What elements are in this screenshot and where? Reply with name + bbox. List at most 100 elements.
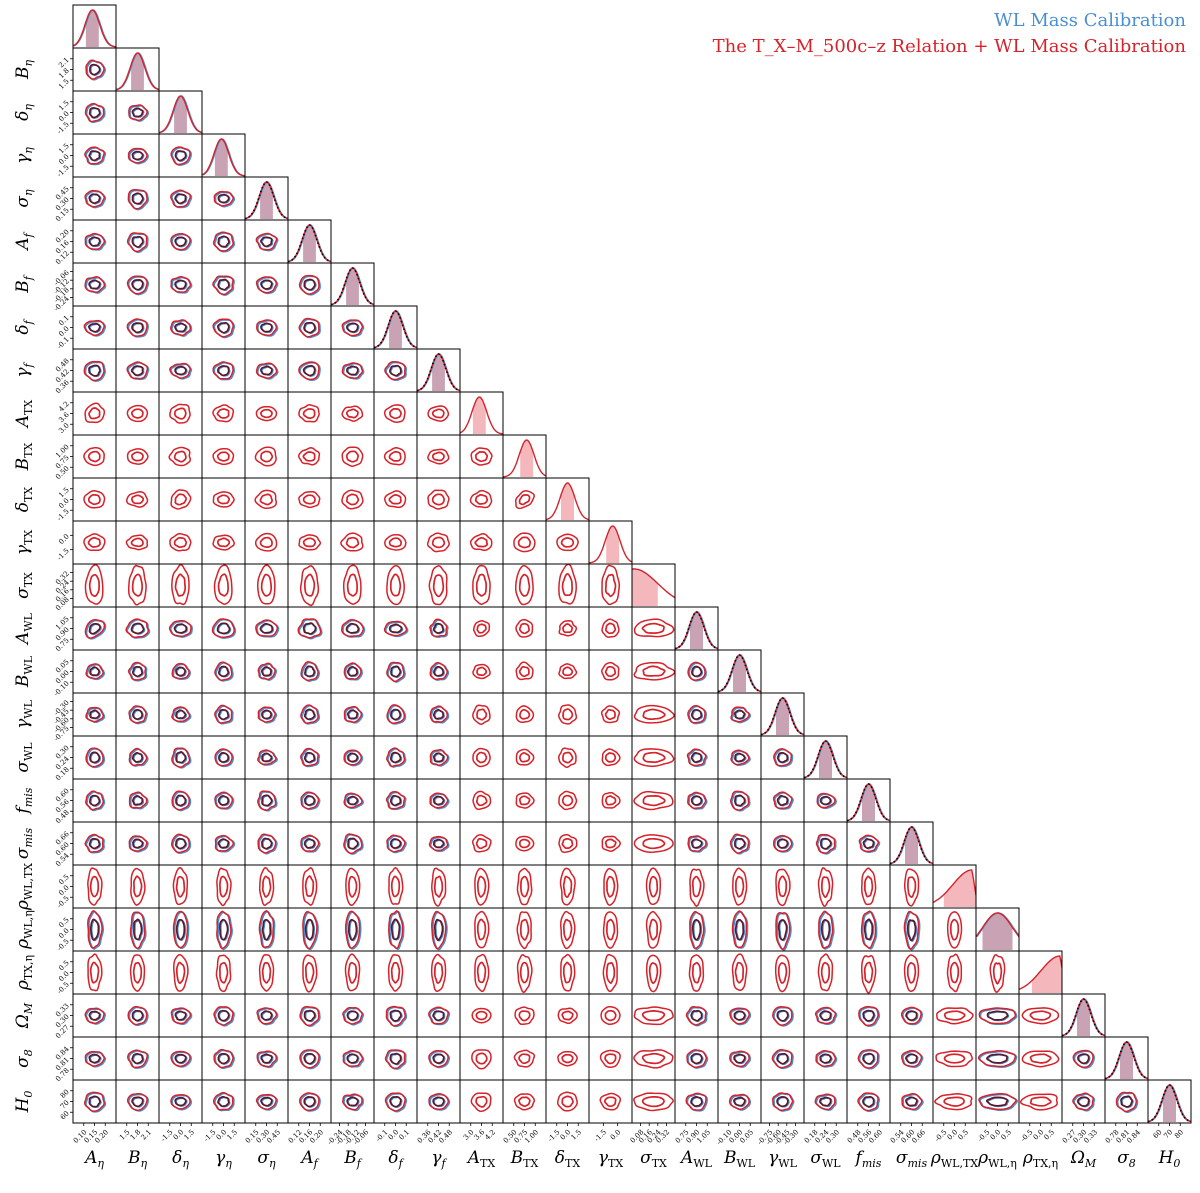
contour-joint-outer-25-15: [728, 1093, 750, 1110]
panel-23-21: [975, 993, 1020, 1038]
contour-joint-inner-21-17: [820, 919, 831, 941]
contour-joint-inner-23-11: [561, 1010, 574, 1021]
yaxis-label-20: ρWL,TX: [13, 863, 35, 911]
panel-24-7: [373, 1036, 418, 1081]
panel-frame-2-0: [72, 90, 117, 135]
contour-joint-outer-24-16: [771, 1049, 793, 1069]
panel-21-13: [631, 907, 676, 952]
marginal-fill-2: [174, 96, 187, 133]
contour-joint-outer-19-3: [214, 834, 235, 852]
contour-joint-inner-3-2: [174, 150, 187, 162]
panel-8-6: [330, 348, 375, 393]
panel-frame-23-16: [760, 993, 805, 1038]
panel-20-14: [674, 864, 719, 909]
contour-joint-outer-17-10: [515, 748, 535, 766]
contour-joint-inner-20-6: [348, 875, 358, 898]
panel-frame-18-16: [760, 778, 805, 823]
panel-20-4: [244, 864, 289, 909]
contour-joint-outer-23-1: [127, 1005, 148, 1026]
panel-frame-16-6: [330, 692, 375, 737]
panel-frame-17-3: [201, 735, 246, 780]
panel-15-8: [416, 649, 461, 694]
panel-22-5: [287, 950, 332, 995]
contour-joint-inner-7-0: [87, 322, 101, 333]
contour-joint-inner-20-10: [520, 875, 530, 898]
contour-joint-outer-11-2: [170, 489, 192, 510]
panel-12-0: [72, 520, 117, 565]
contour-joint-outer-20-2: [172, 867, 189, 906]
panel-frame-17-7: [373, 735, 418, 780]
contour-joint-outer-15-13: [633, 661, 675, 681]
contour-joint-inner-23-17: [819, 1010, 832, 1021]
contour-joint-outer-21-4: [258, 909, 275, 949]
panel-frame-7-3: [201, 305, 246, 350]
panel-frame-19-1: [115, 821, 160, 866]
ytick-label-2-1: 0.0: [57, 110, 71, 124]
xtick-label-12-0: -1.5: [593, 1128, 608, 1143]
panel-frame-15-9: [459, 649, 504, 694]
contour-joint-outer-21-20: [946, 911, 963, 949]
contour-joint-outer-16-11: [558, 704, 578, 725]
contour-joint-inner-23-20: [943, 1010, 966, 1021]
contour-joint-outer-16-0: [85, 706, 105, 723]
panel-23-12: [588, 993, 633, 1038]
panel-frame-24-18: [846, 1036, 891, 1081]
panel-frame-17-8: [416, 735, 461, 780]
contour-joint-inner-15-12: [604, 665, 617, 678]
panel-21-9: [459, 907, 504, 952]
contour-joint-inner-10-9: [474, 451, 489, 463]
panel-25-7: [373, 1079, 418, 1124]
contour-joint-inner-16-5: [303, 708, 316, 721]
panel-18-7: [373, 778, 418, 823]
panel-10-10: [502, 434, 547, 479]
panel-frame-14-4: [244, 606, 289, 651]
contour-joint-inner-17-11: [562, 751, 574, 764]
marginal-prior-24: [1105, 1041, 1148, 1080]
contour-joint-outer-18-14: [687, 791, 707, 810]
contour-joint-outer-17-15: [730, 749, 750, 766]
panel-13-3: [201, 563, 246, 608]
panel-frame-4-2: [158, 176, 203, 221]
xaxis-label-0: Aη: [83, 1148, 104, 1170]
contour-joint-outer-14-1: [125, 618, 150, 638]
panel-14-8: [416, 606, 461, 651]
contour-joint-inner-20-3: [219, 875, 229, 898]
panel-frame-24-20: [932, 1036, 977, 1081]
contour-joint-outer-8-0: [83, 360, 105, 382]
panel-frame-25-14: [674, 1079, 719, 1124]
panel-24-24: [1104, 1036, 1149, 1081]
ytick-label-1-1: 1.8: [57, 67, 71, 81]
panel-frame-25-15: [717, 1079, 762, 1124]
contour-joint-inner-5-3: [217, 235, 230, 248]
contour-joint-inner-25-10: [518, 1096, 531, 1107]
contour-joint-outer-18-5: [300, 791, 320, 810]
panel-21-20: [932, 907, 977, 952]
contour-joint-inner-24-10: [518, 1053, 531, 1065]
contour-joint-inner-22-7: [390, 961, 401, 984]
xtick-label-22-2: 0.5: [1043, 1128, 1057, 1142]
contour-joint-inner-17-5: [303, 751, 316, 764]
contour-joint-inner-24-3: [217, 1053, 230, 1065]
contour-joint-inner-25-8: [432, 1096, 445, 1107]
panel-frame-25-8: [416, 1079, 461, 1124]
panel-12-10: [502, 520, 547, 565]
contour-joint-outer-11-5: [298, 491, 321, 509]
panel-frame-12-7: [373, 520, 418, 565]
contour-joint-outer-25-19: [901, 1092, 923, 1111]
panel-frame-23-22: [1018, 993, 1063, 1038]
contour-joint-outer-9-7: [383, 404, 406, 423]
panel-6-5: [287, 262, 332, 307]
panel-8-1: [115, 348, 160, 393]
xaxis-label-25: H0: [1158, 1148, 1181, 1170]
panel-16-14: [674, 692, 719, 737]
contour-joint-inner-22-5: [304, 961, 315, 984]
panel-20-18: [846, 864, 891, 909]
contour-joint-outer-25-11: [556, 1091, 578, 1112]
contour-joint-outer-25-10: [513, 1093, 536, 1111]
contour-joint-inner-5-0: [88, 236, 101, 247]
yaxis-label-8: γf: [13, 361, 35, 377]
contour-joint-outer-21-15: [731, 910, 748, 948]
panel-22-11: [545, 950, 590, 995]
panel-frame-13-7: [373, 563, 418, 608]
